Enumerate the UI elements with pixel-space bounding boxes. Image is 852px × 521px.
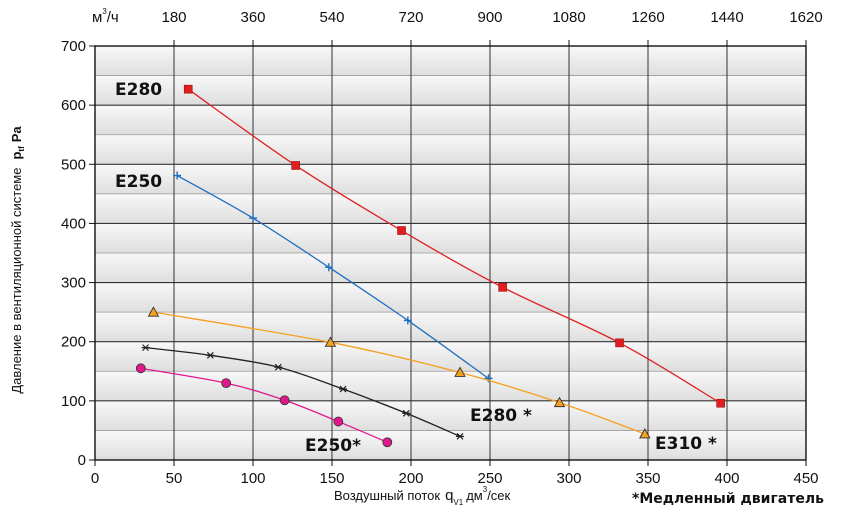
y-tick-label: 400 — [61, 215, 86, 232]
series-1-point — [716, 398, 725, 408]
series-2-point — [484, 374, 493, 383]
background-band — [95, 105, 806, 135]
plot-border — [94, 45, 807, 461]
series-1-point — [498, 283, 507, 292]
series-label-e280-slow: E280 * — [470, 406, 532, 426]
x-tick-label: 250 — [477, 470, 502, 487]
series-1-point — [615, 338, 624, 348]
series-label-e250: E250 — [115, 172, 162, 192]
x-axis-ticks: 0 50 100 150 200 250 300 350 400 450 — [91, 460, 819, 487]
series-3-point — [454, 366, 466, 377]
x-tick-label: 400 — [714, 470, 739, 487]
top-tick-label: 180 — [161, 9, 186, 26]
series-3-line — [153, 311, 646, 435]
top-axis-ticks: 180 360 540 720 900 1080 1260 1440 1620 — [161, 9, 823, 46]
top-tick-label: 900 — [477, 9, 502, 26]
top-tick-label: 360 — [240, 9, 265, 26]
top-tick-label: 1080 — [552, 9, 585, 26]
series-4-point — [141, 344, 150, 352]
y-tick-label: 100 — [61, 393, 86, 410]
top-tick-label: 1260 — [631, 9, 664, 26]
x-axis-title: Воздушный поток qV1 дм3/сек — [334, 485, 511, 507]
series-label-e280: E280 — [115, 80, 162, 100]
y-tick-label: 600 — [61, 97, 86, 114]
slow-motor-footnote: *Медленный двигатель — [632, 491, 824, 507]
top-tick-label: 1620 — [789, 9, 822, 26]
background-band — [95, 341, 806, 372]
background-band — [95, 371, 806, 401]
top-tick-label: 1440 — [710, 9, 743, 26]
background-band — [95, 282, 806, 313]
series-2-point — [403, 316, 412, 325]
series-4-point — [206, 351, 215, 359]
background-band — [95, 164, 806, 194]
y-tick-label: 500 — [61, 156, 86, 173]
series-4-point — [402, 409, 411, 417]
y-tick-label: 700 — [61, 38, 86, 55]
series-4-point — [339, 385, 348, 393]
series-label-e250-slow: E250* — [305, 436, 361, 456]
x-tick-label: 100 — [240, 470, 265, 487]
y-axis-title: Давление в вентиляционной системеptfPa — [9, 126, 26, 394]
plot-background — [95, 46, 806, 460]
y-tick-label: 200 — [61, 334, 86, 351]
background-band — [95, 193, 806, 224]
series-5-point — [221, 378, 232, 389]
series-group — [135, 84, 725, 448]
series-5-point — [333, 416, 344, 427]
series-1-point — [397, 226, 406, 235]
series-3-point — [639, 428, 651, 439]
plot-frame — [94, 45, 807, 461]
series-2-point — [324, 263, 333, 272]
background-band — [95, 253, 806, 283]
background-band — [95, 75, 806, 106]
top-tick-label: 720 — [398, 9, 423, 26]
background-band — [95, 400, 806, 431]
x-tick-label: 450 — [793, 470, 818, 487]
y-tick-label: 0 — [78, 452, 86, 469]
series-1-point — [291, 161, 300, 170]
series-5-point — [135, 363, 146, 374]
series-3-point — [147, 306, 160, 317]
background-band — [95, 134, 806, 165]
series-5-point — [279, 395, 290, 406]
top-axis-unit: м3/ч — [92, 7, 119, 26]
series-4-point — [455, 432, 464, 440]
series-4-point — [274, 363, 283, 371]
series-1-line — [187, 88, 722, 404]
top-tick-label: 540 — [319, 9, 344, 26]
x-tick-label: 50 — [166, 470, 183, 487]
series-2-point — [249, 214, 257, 223]
x-tick-label: 150 — [319, 470, 344, 487]
y-tick-label: 300 — [61, 275, 86, 292]
series-2-point — [173, 171, 182, 180]
series-3-point — [553, 396, 566, 408]
series-5-point — [382, 437, 393, 448]
series-3-point — [324, 336, 337, 347]
background-band — [95, 312, 806, 342]
x-tick-label: 300 — [556, 470, 581, 487]
background-band — [95, 223, 806, 253]
background-band — [95, 430, 806, 460]
background-band — [95, 46, 806, 76]
series-label-e310-slow: E310 * — [655, 434, 717, 454]
x-tick-label: 350 — [635, 470, 660, 487]
x-tick-label: 200 — [398, 470, 423, 487]
series-1-point — [183, 84, 193, 94]
gridlines — [95, 46, 806, 460]
y-axis-ticks: 0 100 200 300 400 500 600 700 — [61, 38, 95, 469]
x-tick-label: 0 — [91, 470, 99, 487]
